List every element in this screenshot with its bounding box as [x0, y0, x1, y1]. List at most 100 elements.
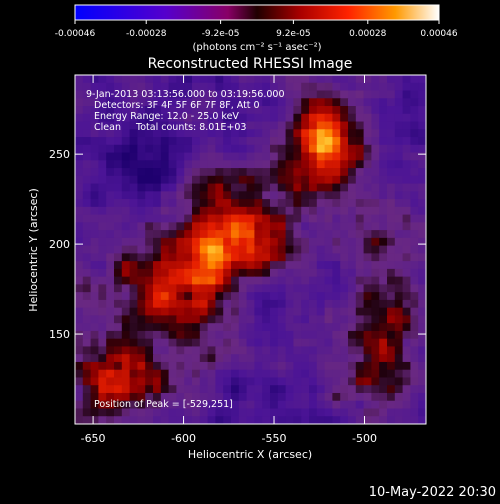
- heatmap-cell: [160, 392, 170, 402]
- heatmap-cell: [277, 230, 287, 239]
- heatmap-cell: [106, 377, 115, 386]
- heatmap-cell: [394, 284, 404, 293]
- heatmap-cell: [153, 214, 162, 223]
- heatmap-cell: [192, 253, 201, 262]
- heatmap-cell: [199, 245, 209, 254]
- heatmap-cell: [379, 245, 388, 254]
- heatmap-cell: [176, 408, 185, 417]
- heatmap-cell: [371, 400, 380, 410]
- heatmap-cell: [340, 268, 349, 278]
- heatmap-cell: [75, 261, 84, 270]
- heatmap-cell: [270, 106, 279, 115]
- heatmap-cell: [324, 144, 333, 154]
- heatmap-cell: [363, 276, 372, 285]
- heatmap-cell: [90, 400, 99, 410]
- heatmap-cell: [160, 237, 170, 247]
- heatmap-cell: [106, 175, 115, 185]
- heatmap-cell: [324, 392, 333, 402]
- heatmap-cell: [355, 98, 365, 107]
- heatmap-cell: [394, 237, 404, 247]
- heatmap-cell: [348, 237, 357, 247]
- heatmap-cell: [246, 253, 255, 262]
- heatmap-cell: [129, 307, 138, 317]
- heatmap-cell: [137, 144, 146, 154]
- heatmap-cell: [231, 199, 240, 208]
- heatmap-cell: [246, 377, 255, 386]
- heatmap-cell: [238, 330, 248, 340]
- heatmap-cell: [160, 261, 170, 270]
- heatmap-cell: [199, 129, 209, 138]
- heatmap-cell: [114, 137, 123, 146]
- heatmap-cell: [82, 82, 92, 92]
- x-tick-label: -600: [171, 432, 196, 445]
- heatmap-cell: [168, 354, 177, 363]
- heatmap-cell: [75, 175, 84, 185]
- heatmap-cell: [121, 338, 131, 348]
- heatmap-cell: [215, 307, 224, 317]
- heatmap-cell: [160, 408, 170, 417]
- heatmap-cell: [410, 230, 419, 239]
- heatmap-cell: [238, 261, 248, 270]
- heatmap-cell: [184, 261, 193, 270]
- heatmap-cell: [75, 160, 84, 169]
- heatmap-cell: [129, 237, 138, 247]
- heatmap-cell: [309, 237, 318, 247]
- heatmap-cell: [238, 214, 248, 223]
- heatmap-cell: [254, 175, 263, 185]
- heatmap-cell: [348, 222, 357, 231]
- heatmap-cell: [410, 183, 419, 192]
- heatmap-cell: [231, 113, 240, 123]
- heatmap-cell: [402, 354, 411, 363]
- heatmap-cell: [90, 106, 99, 115]
- heatmap-cell: [223, 191, 232, 200]
- heatmap-cell: [332, 137, 341, 146]
- heatmap-cell: [254, 299, 263, 309]
- heatmap-cell: [301, 330, 310, 340]
- heatmap-cell: [184, 361, 193, 371]
- heatmap-cell: [114, 199, 123, 208]
- heatmap-cell: [277, 408, 287, 417]
- heatmap-cell: [90, 75, 99, 84]
- heatmap-cell: [207, 183, 216, 192]
- heatmap-cell: [238, 346, 248, 355]
- heatmap-cell: [309, 354, 318, 363]
- heatmap-cell: [394, 75, 404, 84]
- heatmap-cell: [82, 137, 92, 146]
- heatmap-cell: [277, 253, 287, 262]
- heatmap-cell: [402, 175, 411, 185]
- heatmap-cell: [145, 315, 154, 324]
- heatmap-cell: [98, 160, 107, 169]
- heatmap-cell: [254, 245, 263, 254]
- heatmap-cell: [379, 315, 388, 324]
- heatmap-cell: [301, 168, 310, 177]
- heatmap-cell: [160, 315, 170, 324]
- heatmap-cell: [82, 408, 92, 417]
- heatmap-cell: [90, 315, 99, 324]
- heatmap-cell: [215, 354, 224, 363]
- heatmap-cell: [348, 392, 357, 402]
- heatmap-cell: [285, 168, 294, 177]
- heatmap-cell: [137, 160, 146, 169]
- heatmap-cell: [231, 292, 240, 301]
- heatmap-cell: [387, 385, 396, 394]
- heatmap-cell: [340, 385, 349, 394]
- heatmap-cell: [207, 160, 216, 169]
- heatmap-cell: [324, 315, 333, 324]
- heatmap-cell: [277, 113, 287, 123]
- heatmap-cell: [340, 276, 349, 285]
- heatmap-cell: [176, 183, 185, 192]
- heatmap-cell: [121, 82, 131, 92]
- heatmap-cell: [402, 245, 411, 254]
- heatmap-cell: [176, 361, 185, 371]
- heatmap-cell: [340, 121, 349, 130]
- heatmap-cell: [379, 377, 388, 386]
- heatmap-cell: [207, 253, 216, 262]
- heatmap-cell: [355, 199, 365, 208]
- heatmap-cell: [301, 315, 310, 324]
- heatmap-cell: [332, 315, 341, 324]
- heatmap-cell: [371, 82, 380, 92]
- heatmap-cell: [293, 98, 302, 107]
- heatmap-cell: [82, 129, 92, 138]
- heatmap-cell: [137, 346, 146, 355]
- heatmap-cell: [153, 361, 162, 371]
